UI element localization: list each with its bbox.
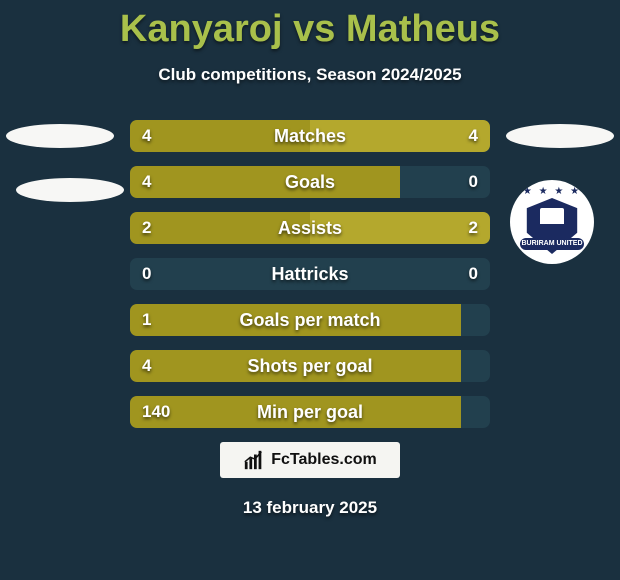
stat-row: 4Shots per goal <box>130 350 490 382</box>
stat-row: 140Min per goal <box>130 396 490 428</box>
footer-date: 13 february 2025 <box>0 498 620 518</box>
badge-banner-text: BURIRAM UNITED <box>520 238 584 250</box>
stat-bar-left-fill <box>130 166 400 198</box>
site-logo: FcTables.com <box>220 442 400 478</box>
stat-row: 1Goals per match <box>130 304 490 336</box>
stat-bar-empty <box>130 258 490 290</box>
player-right-photo-placeholder <box>506 124 614 148</box>
player-left-club-placeholder <box>16 178 124 202</box>
stat-row: 00Hattricks <box>130 258 490 290</box>
stat-bar-left-fill <box>130 120 310 152</box>
site-logo-text: FcTables.com <box>271 451 377 469</box>
stat-bar-right-fill <box>310 120 490 152</box>
stat-bar-left-fill <box>130 304 461 336</box>
stat-row: 40Goals <box>130 166 490 198</box>
player-left-photo-placeholder <box>6 124 114 148</box>
badge-castle-icon <box>540 208 564 224</box>
stat-bar-left-fill <box>130 212 310 244</box>
player-right-club-badge: ★ ★ ★ ★ BURIRAM UNITED <box>510 180 594 264</box>
stat-bar-left-fill <box>130 396 461 428</box>
badge-stars-icon: ★ ★ ★ ★ <box>523 186 581 197</box>
page-title: Kanyaroj vs Matheus <box>0 0 620 51</box>
stat-row: 44Matches <box>130 120 490 152</box>
stat-bar-right-fill <box>310 212 490 244</box>
stat-row: 22Assists <box>130 212 490 244</box>
bars-chart-icon <box>243 449 265 471</box>
page-subtitle: Club competitions, Season 2024/2025 <box>0 65 620 85</box>
comparison-bars-container: 44Matches 40Goals 22Assists 00Hattricks 1Goa… <box>130 120 490 442</box>
stat-bar-left-fill <box>130 350 461 382</box>
